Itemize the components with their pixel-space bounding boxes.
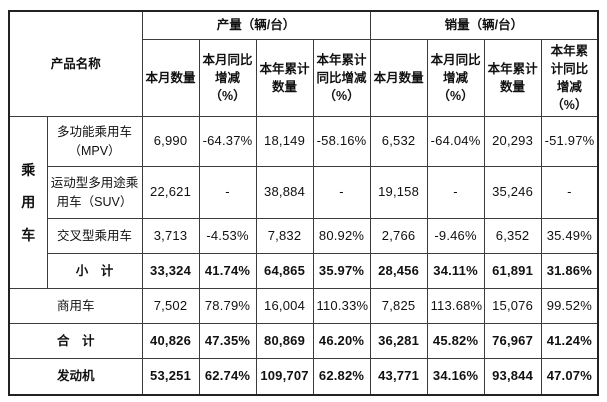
cell-value: -4.53% [198, 218, 257, 254]
cell-value: 31.86% [540, 253, 599, 289]
cell-value: -51.97% [540, 116, 599, 167]
cell-value: 80.92% [312, 218, 371, 254]
cell-value: 46.20% [312, 323, 371, 359]
cell-value: 7,825 [369, 288, 428, 324]
cell-value: 40,826 [141, 323, 200, 359]
table-row-crossover: 交叉型乘用车 3,713 -4.53% 7,832 80.92% 2,766 -… [9, 218, 599, 254]
cell-value: 18,149 [255, 116, 314, 167]
cell-value: 34.16% [426, 358, 485, 395]
cell-label: 商用车 [8, 288, 143, 324]
cell-value: 34.11% [426, 253, 485, 289]
cell-value: 7,502 [141, 288, 200, 324]
cell-value: 15,076 [483, 288, 542, 324]
cell-value: 109,707 [255, 358, 314, 395]
cell-value: 33,324 [141, 253, 200, 289]
passenger-group-label: 乘用车 [8, 116, 48, 289]
subheader-sales-monthly-yoy: 本月同比增减（%） [426, 38, 485, 117]
cell-value: 3,713 [141, 218, 200, 254]
cell-value: 99.52% [540, 288, 599, 324]
table-row-suv: 运动型多用途乘用车（SUV） 22,621 - 38,884 - 19,158 … [9, 166, 599, 219]
cell-value: 6,990 [141, 116, 200, 167]
cell-value: 38,884 [255, 166, 314, 219]
cell-value: 76,967 [483, 323, 542, 359]
cell-value: 61,891 [483, 253, 542, 289]
cell-value: 78.79% [198, 288, 257, 324]
cell-value: 16,004 [255, 288, 314, 324]
header-sales-group: 销量（辆/台） [369, 10, 599, 40]
cell-value: - [312, 166, 371, 219]
cell-label: 交叉型乘用车 [46, 218, 143, 254]
cell-value: 6,352 [483, 218, 542, 254]
cell-value: 113.68% [426, 288, 485, 324]
cell-value: 64,865 [255, 253, 314, 289]
cell-value: 35.49% [540, 218, 599, 254]
cell-value: 35.97% [312, 253, 371, 289]
cell-value: 53,251 [141, 358, 200, 395]
cell-label: 发动机 [8, 358, 143, 395]
subheader-sales-ytd: 本年累计数量 [483, 38, 542, 117]
cell-value: 41.24% [540, 323, 599, 359]
table-row-engine: 发动机 53,251 62.74% 109,707 62.82% 43,771 … [8, 358, 599, 395]
cell-value: 36,281 [369, 323, 428, 359]
cell-value: 110.33% [312, 288, 371, 324]
subheader-production-ytd-yoy: 本年累计同比增减（%） [312, 38, 371, 117]
cell-value: -64.04% [426, 116, 485, 167]
table-row-subtotal: 小 计 33,324 41.74% 64,865 35.97% 28,456 3… [9, 253, 599, 289]
header-row-groups: 产品名称 产量（辆/台） 销量（辆/台） [8, 10, 599, 117]
cell-value: 93,844 [483, 358, 542, 395]
cell-value: -9.46% [426, 218, 485, 254]
cell-value: 2,766 [369, 218, 428, 254]
cell-label: 多功能乘用车（MPV） [46, 116, 143, 167]
cell-value: 43,771 [369, 358, 428, 395]
cell-value: 6,532 [369, 116, 428, 167]
table-row-mpv: 乘用车 多功能乘用车（MPV） 6,990 -64.37% 18,149 -58… [8, 116, 599, 289]
header-product-name: 产品名称 [8, 10, 143, 117]
cell-value: - [540, 166, 599, 219]
cell-value: 35,246 [483, 166, 542, 219]
cell-value: 7,832 [255, 218, 314, 254]
subheader-sales-monthly: 本月数量 [369, 38, 428, 117]
header-production-group: 产量（辆/台） [141, 10, 371, 40]
cell-value: 22,621 [141, 166, 200, 219]
production-sales-table: 产品名称 产量（辆/台） 销量（辆/台） 本月数量 本月同比增减（%） 本年累计… [8, 10, 600, 396]
cell-value: 47.35% [198, 323, 257, 359]
cell-value: 47.07% [540, 358, 599, 395]
cell-value: 62.74% [198, 358, 257, 395]
table-row-commercial: 商用车 7,502 78.79% 16,004 110.33% 7,825 11… [8, 288, 599, 324]
subheader-production-monthly: 本月数量 [141, 38, 200, 117]
cell-value: -58.16% [312, 116, 371, 167]
cell-value: 80,869 [255, 323, 314, 359]
cell-value: 45.82% [426, 323, 485, 359]
cell-value: 62.82% [312, 358, 371, 395]
cell-label: 小 计 [46, 253, 143, 289]
cell-value: 41.74% [198, 253, 257, 289]
header-row-subcolumns: 本月数量 本月同比增减（%） 本年累计数量 本年累计同比增减（%） 本月数量 本… [9, 38, 599, 117]
table-row-total: 合 计 40,826 47.35% 80,869 46.20% 36,281 4… [8, 323, 599, 359]
cell-value: 20,293 [483, 116, 542, 167]
subheader-production-ytd: 本年累计数量 [255, 38, 314, 117]
subheader-production-monthly-yoy: 本月同比增减（%） [198, 38, 257, 117]
cell-value: 28,456 [369, 253, 428, 289]
cell-value: - [198, 166, 257, 219]
cell-value: 19,158 [369, 166, 428, 219]
cell-label: 运动型多用途乘用车（SUV） [46, 166, 143, 219]
cell-label: 合 计 [8, 323, 143, 359]
cell-value: -64.37% [198, 116, 257, 167]
subheader-sales-ytd-yoy: 本年累计同比增减（%） [540, 38, 599, 117]
cell-value: - [426, 166, 485, 219]
